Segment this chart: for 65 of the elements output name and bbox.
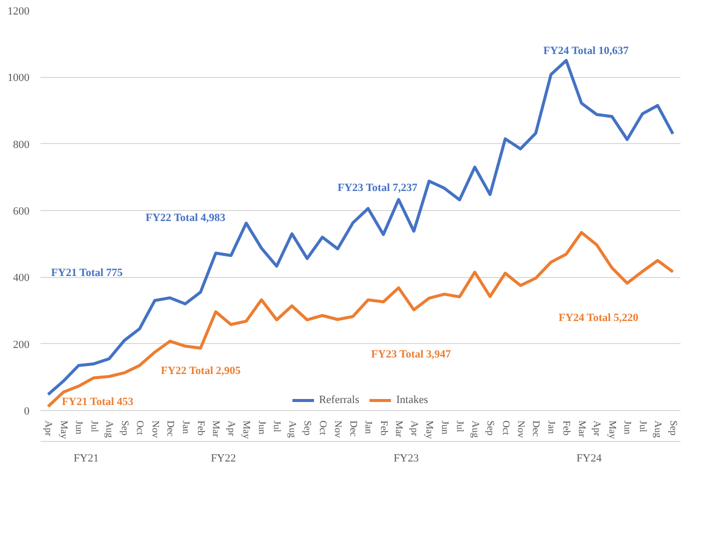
x-tick-label: Sep — [302, 420, 313, 436]
y-tick-label: 200 — [13, 338, 30, 351]
x-tick-label: Aug — [469, 420, 480, 438]
text: FY22 — [210, 452, 236, 464]
x-tick-label: Jun — [622, 420, 633, 434]
x-tick-label: Oct — [134, 420, 146, 436]
y-tick-label: 800 — [13, 138, 30, 151]
legend-label: Referrals — [318, 394, 360, 406]
annotation: FY21 Total 775 — [51, 266, 124, 279]
x-tick-label: Feb — [560, 420, 572, 436]
text: FY24 — [576, 452, 602, 464]
x-tick-label: Apr — [42, 420, 54, 437]
x-tick-label: Oct — [316, 420, 328, 436]
x-tick-label: Jul — [636, 420, 648, 432]
y-tick-label: 1200 — [8, 6, 30, 18]
annotation: FY24 Total 5,220 — [558, 312, 639, 324]
x-tick-label: Jan — [545, 420, 556, 434]
x-tick-label: Jan — [180, 420, 191, 434]
y-tick-label: 0 — [24, 406, 30, 418]
x-tick-label: Jul — [88, 420, 100, 432]
line-series — [46, 59, 674, 396]
y-tick-label: 600 — [13, 206, 30, 218]
annotation: FY23 Total 3,947 — [371, 348, 452, 360]
x-tick-label: Mar — [393, 420, 404, 438]
x-tick-label: Jun — [438, 420, 450, 434]
x-tick-label: Feb — [195, 420, 206, 436]
x-tick-label: Sep — [667, 420, 678, 436]
text: FY21 — [74, 452, 99, 464]
x-tick-label: Mar — [576, 420, 587, 438]
x-tick-label: Aug — [104, 420, 115, 438]
x-tick-label: Apr — [408, 420, 420, 437]
x-tick-label: Sep — [484, 420, 496, 436]
x-tick-label: Feb — [378, 420, 389, 436]
annotation: FY22 Total 2,905 — [160, 365, 242, 378]
x-tick-label: Apr — [225, 420, 236, 437]
x-tick-label: Nov — [332, 420, 344, 438]
x-tick-label: Mar — [210, 420, 222, 438]
y-tick-label: 1000 — [8, 72, 30, 84]
x-tick-label: Dec — [347, 420, 358, 438]
annotation: FY21 Total 453 — [62, 396, 134, 408]
line-series — [46, 231, 674, 408]
x-tick-label: May — [240, 420, 252, 439]
annotation: FY23 Total 7,237 — [338, 182, 418, 194]
x-tick-label: Aug — [286, 420, 298, 438]
x-tick-label: Nov — [149, 420, 160, 438]
x-tick-label: May — [606, 420, 618, 439]
x-tick-label: Jun — [73, 420, 84, 434]
x-tick-label: Jul — [454, 420, 466, 432]
x-tick-label: Dec — [164, 420, 176, 438]
x-tick-label: Jul — [271, 420, 282, 432]
x-tick-label: Apr — [591, 420, 602, 437]
x-tick-label: Nov — [515, 420, 526, 438]
x-tick-label: Jan — [362, 420, 374, 434]
x-tick-label: Jun — [256, 420, 267, 434]
x-tick-label: Aug — [652, 420, 664, 438]
x-tick-label: Sep — [118, 420, 130, 436]
annotation: FY24 Total 10,637 — [543, 45, 630, 58]
x-tick-label: Oct — [500, 420, 511, 436]
text: FY23 — [394, 452, 420, 464]
x-tick-label: May — [58, 420, 69, 439]
legend-label: Intakes — [396, 394, 428, 406]
y-tick-label: 400 — [13, 272, 30, 284]
annotation: FY22 Total 4,983 — [146, 212, 226, 224]
x-tick-label: Dec — [530, 420, 542, 438]
x-tick-label: May — [424, 420, 435, 439]
